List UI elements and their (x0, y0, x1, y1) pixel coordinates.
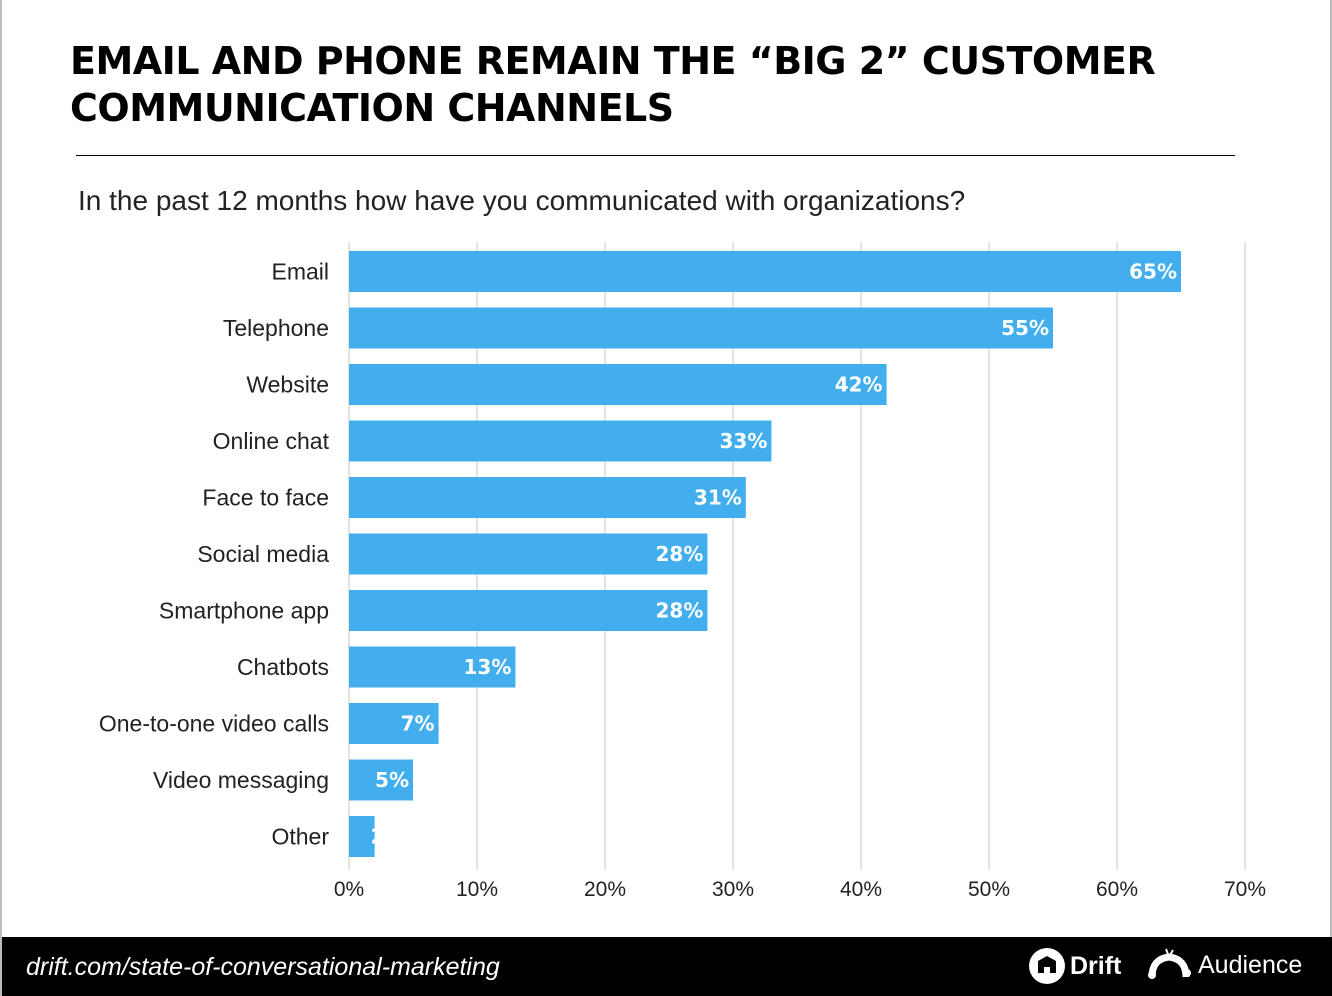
x-tick-label: 60% (1096, 878, 1138, 901)
x-tick-label: 50% (968, 878, 1010, 901)
data-label: 28% (656, 542, 704, 566)
category-label: Website (246, 372, 329, 398)
bar (349, 646, 516, 688)
x-tick-label: 30% (712, 878, 754, 901)
category-label: Online chat (213, 428, 330, 454)
bar (349, 759, 413, 801)
data-label: 5% (375, 768, 409, 792)
audience-logo-icon (1148, 948, 1191, 979)
footer: drift.com/state-of-conversational-market… (2, 937, 1332, 996)
data-label: 28% (656, 599, 704, 623)
x-tick-label: 20% (584, 878, 626, 901)
bar (349, 420, 772, 462)
footer-url[interactable]: drift.com/state-of-conversational-market… (26, 953, 500, 981)
data-label: 13% (464, 655, 512, 679)
data-label: 42% (835, 373, 883, 397)
category-label: Face to face (202, 485, 329, 511)
data-label: 65% (1129, 260, 1177, 284)
bar (349, 533, 708, 575)
category-label: Smartphone app (159, 598, 329, 624)
bar (349, 307, 1053, 349)
data-label: 7% (401, 712, 435, 736)
x-tick-label: 0% (334, 878, 364, 901)
drift-logo: Drift (1028, 947, 1121, 985)
x-tick-label: 40% (840, 878, 882, 901)
category-label: Email (271, 259, 329, 285)
x-tick-label: 10% (456, 878, 498, 901)
bar (349, 590, 708, 631)
data-label: 2% (371, 825, 405, 849)
data-label: 31% (694, 486, 742, 510)
audience-logo: Audience (1146, 947, 1302, 983)
bar-chart: 0% 10% 20% 30% 40% 50% 60% 70% Email 65% Telephone… (99, 242, 1266, 901)
bar (349, 816, 375, 857)
data-label: 33% (720, 429, 768, 453)
category-label: Telephone (223, 315, 329, 341)
title-divider (76, 155, 1235, 156)
category-label: Other (271, 824, 329, 850)
x-tick-label: 70% (1224, 878, 1266, 901)
chart-subtitle: In the past 12 months how have you commu… (78, 185, 966, 216)
drift-logo-text: Drift (1070, 951, 1122, 980)
category-label: Social media (197, 541, 329, 567)
category-label: One-to-one video calls (99, 711, 329, 737)
bar (349, 703, 439, 744)
bar (349, 364, 887, 405)
page-title: EMAIL AND PHONE REMAIN THE “BIG 2” CUSTO… (70, 39, 1156, 130)
data-label: 55% (1001, 316, 1049, 340)
drift-logo-icon (1029, 948, 1065, 984)
bar (349, 251, 1181, 292)
bar (349, 477, 746, 518)
category-label: Chatbots (237, 654, 329, 680)
category-label: Video messaging (153, 767, 329, 793)
audience-logo-text: Audience (1198, 950, 1303, 979)
